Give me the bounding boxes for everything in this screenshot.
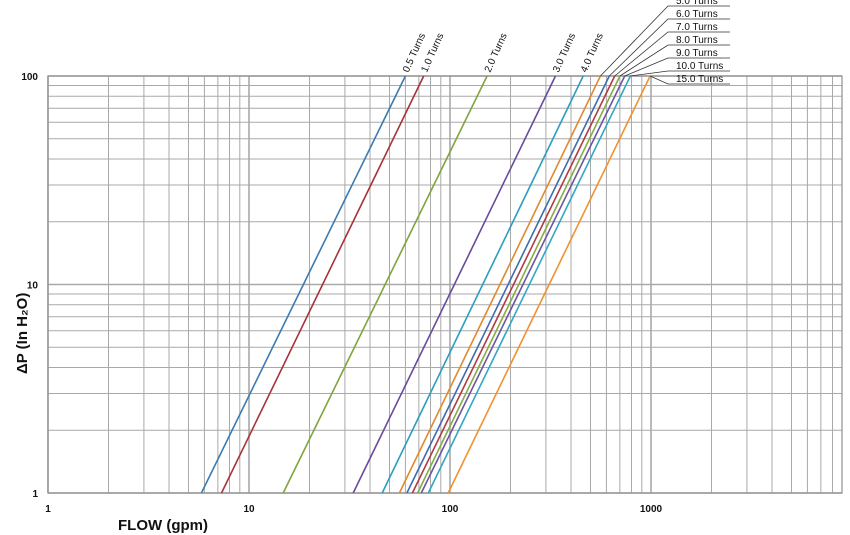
series-line-3-0-turns (352, 75, 557, 494)
series-line-7-0-turns (411, 75, 616, 494)
y-tick-label: 10 (27, 281, 39, 292)
plot-frame (47, 75, 843, 494)
series-leader-7-0-turns (614, 31, 730, 77)
y-tick-label: 100 (21, 72, 38, 83)
series-label-4-0-turns: 4.0 Turns (579, 32, 606, 75)
x-tick-label: 10 (243, 504, 255, 515)
series-label-8-0-turns: 8.0 Turns (676, 35, 718, 46)
series-label-3-0-turns: 3.0 Turns (551, 32, 578, 75)
series-line-2-0-turns (282, 75, 488, 494)
series-label-10-0-turns: 10.0 Turns (676, 61, 723, 72)
series-line-5-0-turns (398, 75, 602, 494)
series-label-6-0-turns: 6.0 Turns (676, 9, 718, 20)
series-leader-5-0-turns (600, 5, 730, 77)
series-label-15-0-turns: 15.0 Turns (676, 74, 723, 85)
series-line-8-0-turns (416, 75, 621, 494)
x-tick-label: 1000 (640, 504, 663, 515)
series-line-0-5-turns (200, 75, 407, 494)
y-axis-title: ΔP (In H₂O) (14, 293, 31, 374)
series-line-15-0-turns (447, 75, 651, 494)
x-tick-label: 100 (442, 504, 459, 515)
series-leader-8-0-turns (619, 44, 730, 77)
series-line-6-0-turns (406, 75, 611, 494)
series-lines (200, 75, 651, 494)
x-tick-label: 1 (45, 504, 51, 515)
series-leader-9-0-turns (624, 57, 730, 77)
series-label-7-0-turns: 7.0 Turns (676, 22, 718, 33)
series-line-1-0-turns (220, 75, 425, 494)
series-label-2-0-turns: 2.0 Turns (483, 32, 510, 75)
series-leader-6-0-turns (609, 18, 730, 77)
tick-labels: 1 10 100 1000 1 10 100 (21, 72, 662, 515)
chart-grid (47, 75, 843, 494)
series-line-4-0-turns (381, 75, 584, 494)
series-leader-10-0-turns (630, 70, 730, 77)
series-line-10-0-turns (427, 75, 632, 494)
x-axis-title: FLOW (gpm) (118, 517, 208, 534)
series-label-5-0-turns: 5.0 Turns (676, 0, 718, 7)
series-label-9-0-turns: 9.0 Turns (676, 48, 718, 59)
y-tick-label: 1 (32, 489, 38, 500)
series-line-9-0-turns (420, 75, 626, 494)
series-leader-15-0-turns (649, 75, 730, 85)
